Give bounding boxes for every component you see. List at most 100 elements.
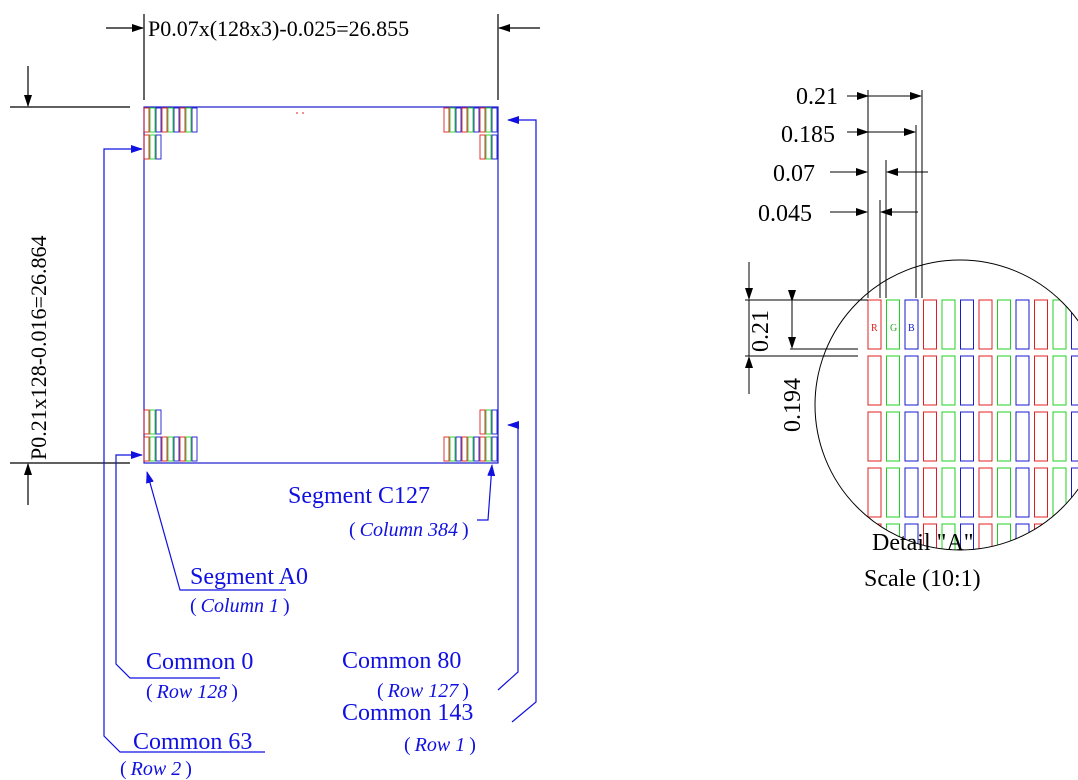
detail-subpixel xyxy=(1034,523,1048,550)
detail-subpixel xyxy=(923,411,937,462)
detail-subpixel xyxy=(867,411,882,462)
detail-subpixel xyxy=(960,523,974,550)
top-left-subpixel xyxy=(155,107,162,133)
dim-pitch-y: 0.21 xyxy=(748,310,774,352)
common-63-sublabel: (Row 2) xyxy=(120,758,192,780)
detail-subpixel xyxy=(978,299,993,350)
bottom-left-subpixel xyxy=(191,436,198,462)
detail-subpixel xyxy=(923,467,937,518)
detail-subpixel xyxy=(1015,299,1030,350)
top-right-subpixel xyxy=(491,134,498,160)
top-left-subpixel xyxy=(185,107,192,133)
detail-subpixel xyxy=(941,299,956,350)
detail-subpixel xyxy=(867,467,882,518)
detail-subpixel xyxy=(978,411,993,462)
detail-a: R G B 0.21 0.185 0.07 0.0 xyxy=(745,84,1078,629)
top-left-subpixel xyxy=(173,107,180,133)
top-right-subpixel xyxy=(479,107,486,133)
detail-subpixel xyxy=(997,411,1011,462)
detail-subpixel xyxy=(904,299,919,350)
detail-subpixel xyxy=(886,467,900,518)
segment-a0-label: Segment A0 xyxy=(190,564,308,590)
detail-subpixel xyxy=(997,355,1011,406)
bottom-left-subpixel xyxy=(179,436,186,462)
detail-subpixel xyxy=(1034,411,1048,462)
bottom-left-subpixel xyxy=(149,409,156,435)
detail-subpixel xyxy=(979,580,992,629)
detail-subpixel xyxy=(1035,580,1048,629)
top-left-subpixel xyxy=(155,134,162,160)
bottom-left-subpixel xyxy=(143,409,150,435)
detail-subpixel xyxy=(1053,580,1066,629)
detail-caption: Detail "A" xyxy=(872,530,974,556)
detail-subpixel xyxy=(904,411,919,462)
bottom-right-subpixel xyxy=(449,436,456,462)
bottom-right-subpixel xyxy=(479,436,486,462)
detail-subpixel xyxy=(867,355,882,406)
top-right-subpixel xyxy=(479,134,486,160)
top-right-subpixel xyxy=(455,107,462,133)
detail-subpixel xyxy=(1071,355,1078,406)
bottom-left-subpixel xyxy=(173,436,180,462)
top-right-subpixel xyxy=(485,134,492,160)
common-0-sublabel: (Row 128) xyxy=(146,681,238,703)
top-left-subpixel xyxy=(143,134,150,160)
detail-subpixel xyxy=(1015,467,1030,518)
height-dimension xyxy=(10,66,130,505)
detail-horizontal-dims xyxy=(830,92,928,216)
height-dimension-label: P0.21x128-0.016=26.864 xyxy=(26,236,51,460)
detail-g-label: G xyxy=(890,323,897,334)
detail-subpixel xyxy=(941,411,956,462)
detail-circle xyxy=(814,259,1078,551)
top-left-subpixel xyxy=(191,107,198,133)
bottom-left-subpixel xyxy=(155,409,162,435)
bottom-right-subpixel xyxy=(473,436,480,462)
detail-subpixel xyxy=(923,299,937,350)
detail-subpixel xyxy=(998,580,1011,629)
top-left-subpixel xyxy=(167,107,174,133)
dim-subpitch-x: 0.07 xyxy=(773,161,815,187)
top-right-subpixel xyxy=(443,107,450,133)
detail-subpixel xyxy=(960,411,974,462)
common-0-label: Common 0 xyxy=(146,649,253,675)
top-left-subpixel xyxy=(149,107,156,133)
detail-subpixel xyxy=(1052,355,1067,406)
top-right-subpixel xyxy=(449,107,456,133)
width-dimension xyxy=(106,14,540,100)
detail-extension-lines xyxy=(745,90,923,357)
detail-subpixel xyxy=(1034,467,1048,518)
detail-subpixel xyxy=(1034,299,1048,350)
segment-c127-label: Segment C127 xyxy=(288,483,430,509)
top-right-subpixel xyxy=(491,107,498,133)
detail-vertical-dims xyxy=(745,262,796,394)
detail-subpixel xyxy=(1052,467,1067,518)
detail-subpixel xyxy=(1015,355,1030,406)
detail-subpixel xyxy=(960,467,974,518)
detail-subpixel xyxy=(978,355,993,406)
detail-subpixel xyxy=(1071,299,1078,350)
detail-subpixel xyxy=(978,467,993,518)
callout-leaders xyxy=(103,116,537,753)
detail-subpixel xyxy=(1071,411,1078,462)
bottom-right-subpixel xyxy=(485,409,492,435)
bottom-right-subpixel xyxy=(455,436,462,462)
bottom-left-subpixel xyxy=(149,436,156,462)
dim-pitch-x: 0.21 xyxy=(796,84,838,110)
detail-subpixel xyxy=(1015,523,1030,550)
detail-subpixel xyxy=(960,355,974,406)
dim-height-y: 0.194 xyxy=(780,378,806,432)
bottom-right-subpixel xyxy=(443,436,450,462)
corner-pixel-groups xyxy=(143,107,498,462)
detail-subpixel xyxy=(886,299,900,350)
detail-subpixel xyxy=(997,467,1011,518)
detail-subpixel xyxy=(1052,299,1067,350)
dim-subwidth-x: 0.045 xyxy=(758,201,812,227)
detail-subpixel xyxy=(886,411,900,462)
top-left-subpixel xyxy=(179,107,186,133)
detail-subpixel xyxy=(886,355,900,406)
detail-subpixel xyxy=(1015,411,1030,462)
detail-subpixel xyxy=(867,299,882,350)
detail-subpixel xyxy=(941,467,956,518)
panel-active-area xyxy=(143,106,499,464)
bottom-left-subpixel xyxy=(161,436,168,462)
